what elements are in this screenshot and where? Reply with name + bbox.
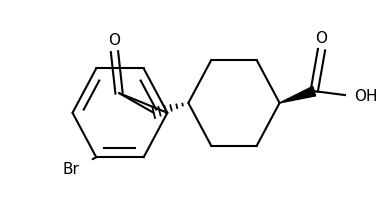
Text: O: O	[108, 33, 121, 48]
Text: OH: OH	[354, 89, 378, 104]
Text: Br: Br	[63, 162, 80, 177]
Text: O: O	[316, 31, 327, 46]
Polygon shape	[280, 86, 316, 103]
